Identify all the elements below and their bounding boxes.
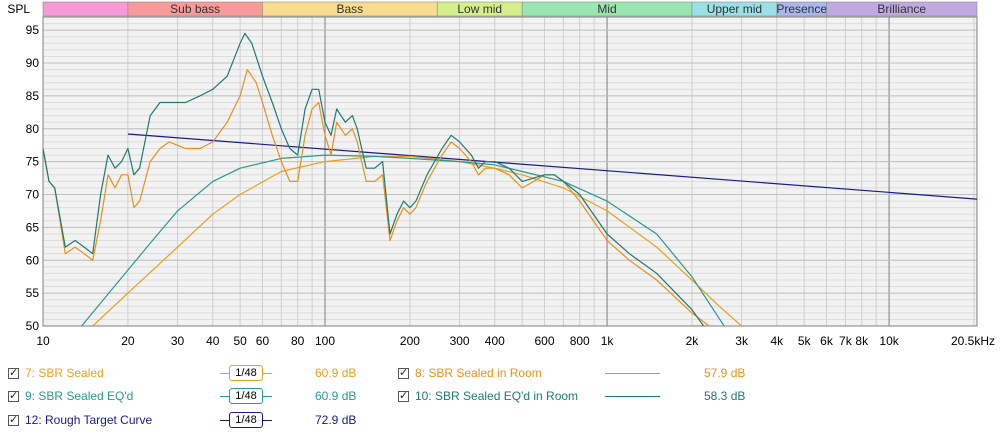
x-tick-label: 20 xyxy=(121,334,135,348)
y-axis-label: SPL xyxy=(7,2,30,16)
x-tick-label: 600 xyxy=(534,334,554,348)
band-label: Upper mid xyxy=(707,2,762,16)
x-tick-label: 3k xyxy=(735,334,749,348)
band-label: Bass xyxy=(337,2,364,16)
legend-item-rough-target[interactable]: 12: Rough Target Curve xyxy=(8,411,205,429)
legend-item-sbr-sealed-eqd[interactable]: 9: SBR Sealed EQ'd xyxy=(8,387,205,405)
legend-item-sbr-sealed[interactable]: 7: SBR Sealed xyxy=(8,364,205,382)
x-tick-label: 400 xyxy=(485,334,505,348)
smoothing-button[interactable]: 1/48 xyxy=(229,388,263,404)
plot-border xyxy=(42,16,978,327)
y-tick-label: 70 xyxy=(26,188,40,202)
y-tick-label: 55 xyxy=(26,286,40,300)
series-line-7-sbr-sealed xyxy=(92,155,742,326)
x-tick-label: 40 xyxy=(206,334,220,348)
x-tick-label: 1k xyxy=(601,334,615,348)
x-tick-label: 300 xyxy=(450,334,470,348)
band-label: Low mid xyxy=(457,2,502,16)
checkbox-icon[interactable] xyxy=(8,413,19,426)
legend-value: 57.9 dB xyxy=(704,366,746,380)
legend-value: 60.9 dB xyxy=(315,366,357,380)
y-tick-label: 50 xyxy=(26,319,40,333)
legend-value: 72.9 dB xyxy=(315,413,357,427)
x-tick-label: 8k xyxy=(855,334,869,348)
legend-label: 8: SBR Sealed in Room xyxy=(415,366,542,380)
x-tick-label: 4k xyxy=(771,334,785,348)
y-tick-label: 85 xyxy=(26,89,40,103)
x-tick-label: 100 xyxy=(315,334,335,348)
legend-item-sbr-sealed-in-room[interactable]: 8: SBR Sealed in Room xyxy=(398,364,595,382)
x-tick-label: 200 xyxy=(400,334,420,348)
x-tick-label: 50 xyxy=(233,334,247,348)
x-tick-label: 5k xyxy=(798,334,812,348)
checkbox-icon[interactable] xyxy=(8,389,19,402)
frequency-response-chart: Sub bass Bass Low mid Mid Upper mid Presence B… xyxy=(7,1,995,348)
x-tick-label: 6k xyxy=(820,334,834,348)
legend-line-eqd-room xyxy=(605,396,660,397)
y-tick-label: 65 xyxy=(26,220,40,234)
legend-item-sbr-sealed-eqd-in-room[interactable]: 10: SBR Sealed EQ'd in Room xyxy=(398,387,595,405)
x-tick-label: 2k xyxy=(686,334,700,348)
checkbox-icon[interactable] xyxy=(398,389,409,402)
legend-label: 7: SBR Sealed xyxy=(25,366,104,380)
series-line-9-sbr-sealed-eq-d xyxy=(81,154,725,326)
y-tick-label: 90 xyxy=(26,56,40,70)
series-line-12-rough-target-curve xyxy=(127,133,977,200)
band-label: Presence xyxy=(776,2,827,16)
y-tick-label: 95 xyxy=(26,23,40,37)
legend-value: 60.9 dB xyxy=(315,389,357,403)
checkbox-icon[interactable] xyxy=(8,366,19,379)
x-tick-label: 20.5kHz xyxy=(951,334,995,348)
x-tick-label: 800 xyxy=(570,334,590,348)
x-tick-label: 10k xyxy=(879,334,899,348)
legend-value: 58.3 dB xyxy=(704,389,746,403)
legend-label: 9: SBR Sealed EQ'd xyxy=(25,389,134,403)
legend-label: 10: SBR Sealed EQ'd in Room xyxy=(415,389,579,403)
legend-line-sealed-room xyxy=(605,373,660,374)
band-blank xyxy=(42,1,129,17)
checkbox-icon[interactable] xyxy=(398,366,409,379)
legend: 7: SBR Sealed 1/48 60.9 dB 8: SBR Sealed… xyxy=(0,360,1000,434)
band-label: Brilliance xyxy=(877,2,926,16)
y-tick-label: 80 xyxy=(26,122,40,136)
series-line-10-sbr-sealed-eq-d-in-room xyxy=(43,32,705,326)
y-tick-label: 75 xyxy=(26,155,40,169)
band-label: Sub bass xyxy=(170,2,220,16)
legend-label: 12: Rough Target Curve xyxy=(25,413,153,427)
band-label: Mid xyxy=(597,2,616,16)
smoothing-button[interactable]: 1/48 xyxy=(229,412,263,428)
band-brilliance xyxy=(826,1,978,17)
smoothing-button[interactable]: 1/48 xyxy=(229,365,263,381)
y-tick-label: 60 xyxy=(26,253,40,267)
x-tick-label: 60 xyxy=(256,334,270,348)
x-tick-label: 10 xyxy=(36,334,50,348)
x-tick-label: 7k xyxy=(839,334,853,348)
x-tick-label: 80 xyxy=(291,334,305,348)
series-line-8-sbr-sealed-in-room xyxy=(43,69,710,326)
x-tick-label: 30 xyxy=(171,334,185,348)
